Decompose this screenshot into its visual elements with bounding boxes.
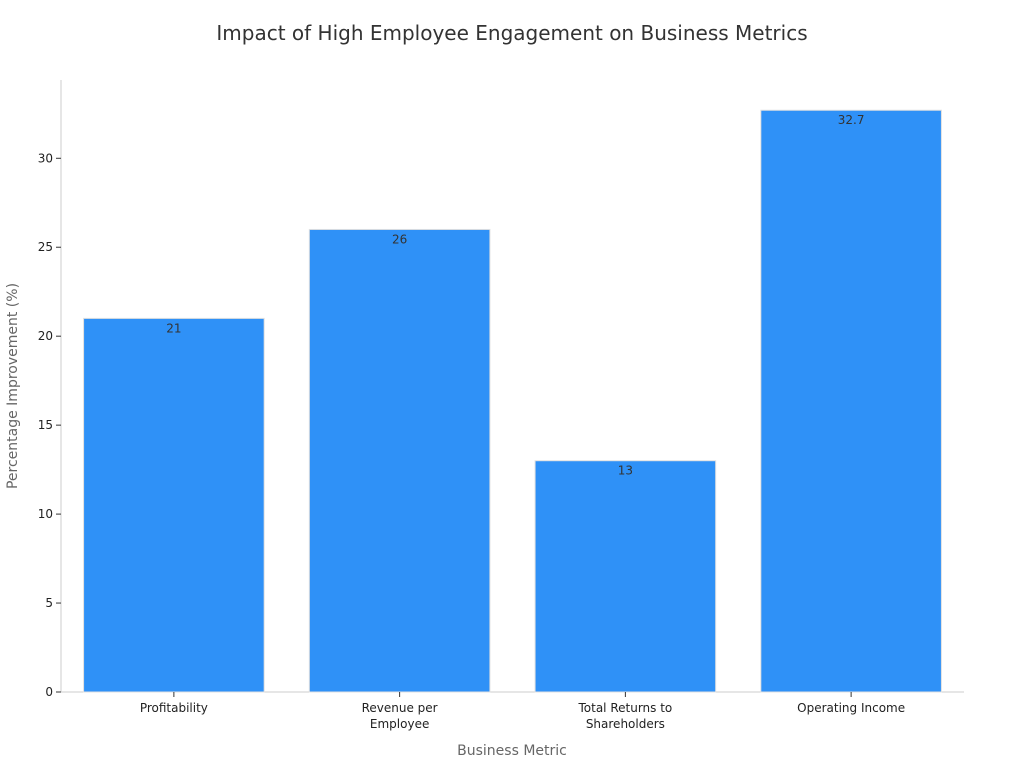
y-axis-title: Percentage Improvement (%)	[5, 283, 21, 489]
x-tick-label-line: Total Returns to	[577, 701, 672, 715]
bar-data-label: 26	[392, 232, 407, 246]
bar	[534, 460, 717, 693]
y-tick-label: 30	[38, 151, 53, 165]
x-tick-label-line: Operating Income	[797, 701, 905, 715]
bar	[83, 317, 265, 693]
x-tick-label-line: Shareholders	[586, 717, 665, 731]
x-tick-label-line: Revenue per	[362, 701, 438, 715]
x-tick-label: Profitability	[140, 701, 208, 715]
bar-data-label: 21	[166, 321, 181, 335]
x-tick-label: Revenue per Employee	[362, 701, 438, 731]
x-tick-label: Operating Income	[797, 701, 905, 715]
y-tick-label: 10	[38, 507, 53, 521]
bar-data-label: 32.7	[838, 113, 865, 127]
x-axis-title: Business Metric	[457, 743, 567, 759]
x-tick-label: Total Returns to Shareholders	[577, 701, 672, 731]
x-tick-label-line: Employee	[370, 717, 429, 731]
x-tick-label-line: Profitability	[140, 701, 208, 715]
bar-data-label: 13	[618, 464, 633, 478]
y-tick-label: 15	[38, 418, 53, 432]
plot-area: 0 5 10 15 20 25 30 21 Profitability 26 Revenue per…	[38, 80, 964, 731]
y-tick-label: 0	[45, 685, 53, 699]
chart-title: Impact of High Employee Engagement on Bu…	[216, 21, 807, 45]
bar	[308, 228, 491, 693]
y-tick-label: 20	[38, 329, 53, 343]
bar	[760, 109, 942, 693]
y-tick-label: 25	[38, 240, 53, 254]
y-tick-label: 5	[45, 596, 53, 610]
